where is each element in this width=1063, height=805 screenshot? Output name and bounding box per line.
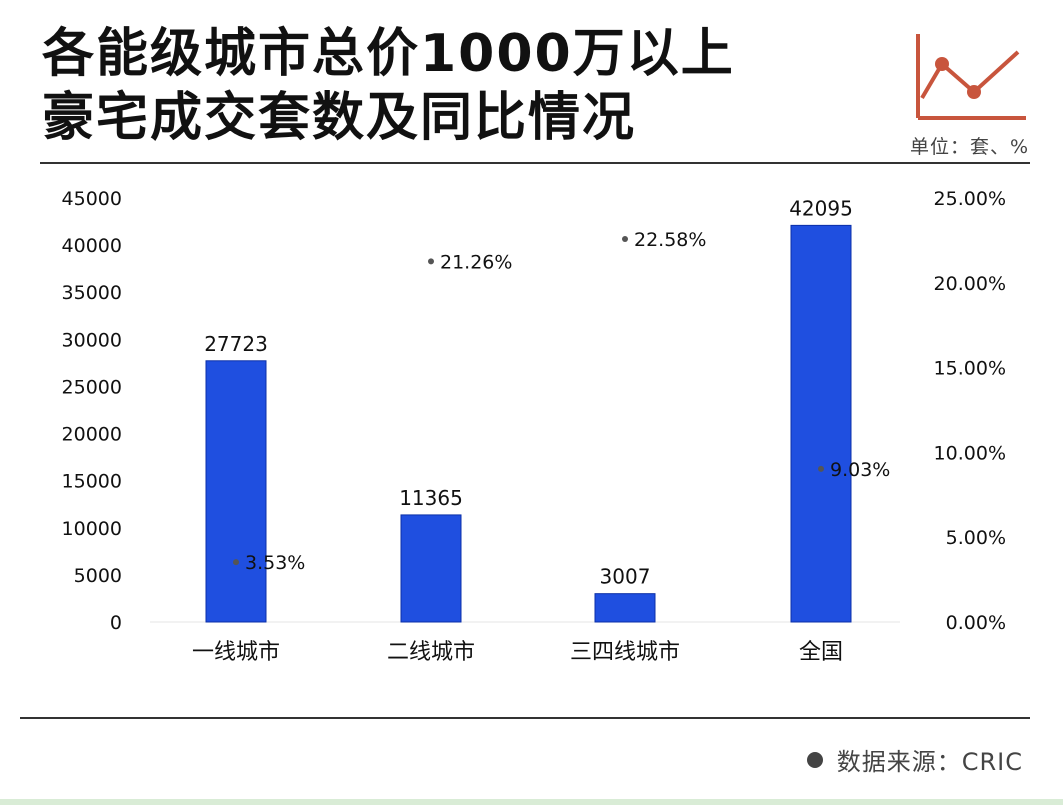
y-tick-label: 40000 [62, 235, 122, 257]
bar-value-label: 3007 [600, 565, 651, 589]
unit-label: 单位：套、% [909, 136, 1029, 158]
y2-tick-label: 10.00% [934, 442, 1006, 464]
y2-tick-label: 25.00% [934, 188, 1006, 210]
y-tick-label: 15000 [62, 471, 122, 493]
bar [594, 593, 656, 623]
y2-tick-label: 20.00% [934, 273, 1006, 295]
bullet-icon [806, 751, 823, 768]
x-tick-label: 全国 [799, 640, 843, 665]
y2-tick-label: 5.00% [946, 527, 1006, 549]
line-chart-icon [916, 34, 1026, 120]
yoy-value-label: 22.58% [634, 229, 706, 251]
bar [400, 514, 462, 623]
bar [205, 360, 267, 623]
yoy-point [622, 236, 628, 243]
title-line-1: 各能级城市总价1000万以上 [42, 24, 735, 84]
y-tick-label: 0 [110, 612, 122, 634]
bar [790, 224, 852, 623]
yoy-value-label: 9.03% [830, 459, 890, 481]
y2-tick-label: 15.00% [934, 358, 1006, 380]
yoy-value-label: 3.53% [245, 552, 305, 574]
bottom-strip [0, 799, 1063, 805]
y-tick-label: 30000 [62, 329, 122, 351]
source-note: 数据来源：CRIC [806, 742, 1023, 777]
title-line-2: 豪宅成交套数及同比情况 [42, 88, 637, 148]
yoy-point [428, 258, 434, 265]
chart-title: 各能级城市总价1000万以上 豪宅成交套数及同比情况 [42, 22, 735, 150]
yoy-point [233, 559, 239, 566]
y2-tick-label: 0.00% [946, 612, 1006, 634]
y-tick-label: 10000 [62, 518, 122, 540]
bar-value-label: 27723 [204, 332, 268, 356]
y-tick-label: 25000 [62, 376, 122, 398]
x-tick-label: 二线城市 [387, 640, 475, 665]
x-tick-label: 一线城市 [192, 640, 280, 665]
y-tick-label: 45000 [62, 188, 122, 210]
source-text: 数据来源：CRIC [836, 748, 1023, 776]
y-tick-label: 20000 [62, 424, 122, 446]
bar-value-label: 11365 [399, 486, 463, 510]
x-tick-label: 三四线城市 [570, 640, 680, 665]
bar-chart: 0 5000 10000 15000 20000 25000 30000 35000 40000… [62, 188, 1006, 665]
divider-bottom [20, 717, 1030, 719]
bar-value-label: 42095 [789, 196, 853, 220]
divider-top [40, 162, 1030, 164]
yoy-value-label: 21.26% [440, 251, 512, 273]
y-tick-label: 5000 [74, 565, 122, 587]
y-tick-label: 35000 [62, 282, 122, 304]
yoy-point [818, 465, 824, 472]
